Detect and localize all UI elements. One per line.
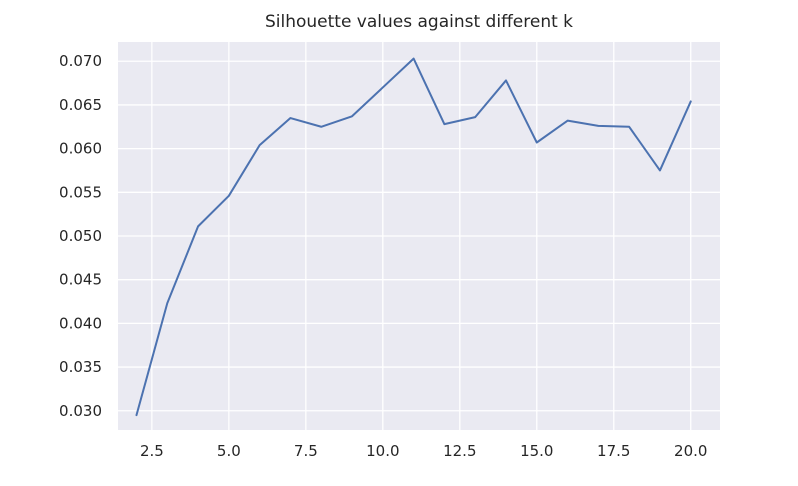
data-point (166, 302, 168, 304)
data-point (690, 100, 692, 102)
data-point (505, 79, 507, 81)
y-tick-label: 0.040 (59, 314, 102, 332)
y-tick-label: 0.035 (59, 358, 102, 376)
data-point (567, 120, 569, 122)
data-point (259, 144, 261, 146)
y-tick-label: 0.070 (59, 52, 102, 70)
data-point (382, 86, 384, 88)
y-gridlines (118, 60, 720, 412)
data-point (135, 414, 137, 416)
y-tick-labels: 0.030 0.035 0.040 0.045 0.050 0.055 0.060 0.065… (59, 52, 102, 420)
data-point (659, 169, 661, 171)
x-tick-labels: 2.5 5.0 7.5 10.0 12.5 15.0 17.5 20.0 (140, 442, 708, 460)
data-point (228, 195, 230, 197)
chart-title: Silhouette values against different k (265, 12, 573, 32)
x-tick-label: 15.0 (520, 442, 553, 460)
data-point (289, 117, 291, 119)
y-tick-label: 0.065 (59, 96, 102, 114)
data-point (351, 115, 353, 117)
x-tick-label: 10.0 (366, 442, 399, 460)
x-tick-label: 7.5 (294, 442, 318, 460)
x-tick-label: 12.5 (443, 442, 476, 460)
data-point (443, 123, 445, 125)
x-tick-label: 5.0 (217, 442, 241, 460)
y-tick-label: 0.060 (59, 140, 102, 158)
y-tick-label: 0.045 (59, 271, 102, 289)
data-point (597, 125, 599, 127)
data-point (413, 58, 415, 60)
y-tick-label: 0.050 (59, 227, 102, 245)
x-tick-label: 20.0 (674, 442, 707, 460)
data-point (628, 126, 630, 128)
series-line (135, 57, 692, 417)
data-point (474, 116, 476, 118)
data-point (197, 225, 199, 227)
x-tick-label: 17.5 (597, 442, 630, 460)
series-layer (135, 57, 692, 417)
data-point (320, 126, 322, 128)
x-tick-label: 2.5 (140, 442, 164, 460)
y-tick-label: 0.030 (59, 402, 102, 420)
data-point (536, 141, 538, 143)
y-tick-label: 0.055 (59, 183, 102, 201)
